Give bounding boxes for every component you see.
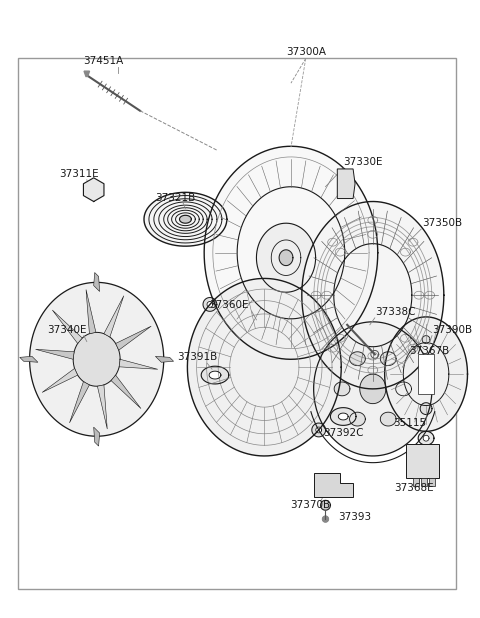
Polygon shape [204, 146, 378, 359]
Text: 37321B: 37321B [156, 193, 196, 203]
Polygon shape [20, 357, 38, 362]
Polygon shape [203, 297, 217, 311]
Polygon shape [279, 250, 293, 266]
Text: 37367B: 37367B [409, 347, 450, 357]
Polygon shape [256, 223, 316, 292]
Polygon shape [316, 427, 322, 433]
Polygon shape [209, 371, 221, 379]
Text: 37338C: 37338C [375, 307, 415, 317]
Polygon shape [380, 412, 396, 426]
Polygon shape [384, 317, 468, 431]
Polygon shape [313, 322, 432, 456]
Polygon shape [52, 310, 82, 344]
Polygon shape [73, 332, 120, 386]
Polygon shape [30, 282, 164, 436]
Polygon shape [340, 174, 350, 184]
Text: 37300A: 37300A [286, 46, 326, 57]
Polygon shape [86, 290, 96, 334]
Bar [18, 59, 456, 589]
Polygon shape [407, 444, 439, 478]
Text: 37340E: 37340E [48, 324, 87, 335]
Polygon shape [334, 382, 350, 396]
Polygon shape [156, 357, 174, 362]
Polygon shape [323, 516, 328, 522]
Polygon shape [422, 336, 430, 344]
Polygon shape [180, 215, 192, 223]
Polygon shape [330, 408, 356, 425]
Polygon shape [349, 412, 365, 426]
Text: 37393: 37393 [338, 512, 372, 522]
Text: 37350B: 37350B [422, 218, 462, 228]
Polygon shape [337, 169, 355, 198]
Polygon shape [144, 192, 227, 246]
Text: 37360E: 37360E [209, 300, 249, 310]
Text: 37330E: 37330E [343, 157, 383, 167]
Polygon shape [396, 382, 411, 396]
Polygon shape [420, 403, 432, 415]
Text: 37368E: 37368E [395, 483, 434, 493]
Text: 37391B: 37391B [177, 352, 217, 362]
Polygon shape [349, 352, 365, 366]
Polygon shape [321, 501, 330, 510]
Polygon shape [119, 359, 158, 370]
Polygon shape [97, 385, 107, 429]
Polygon shape [380, 352, 396, 366]
Polygon shape [201, 366, 229, 384]
Polygon shape [371, 350, 379, 358]
Polygon shape [84, 178, 104, 201]
Polygon shape [338, 413, 348, 420]
Polygon shape [413, 478, 419, 486]
Text: 37392C: 37392C [323, 428, 363, 438]
Polygon shape [84, 71, 90, 77]
Text: 37451A: 37451A [84, 56, 124, 67]
Polygon shape [360, 374, 386, 404]
Polygon shape [423, 435, 429, 441]
Text: 35115: 35115 [393, 418, 426, 428]
Polygon shape [111, 375, 141, 408]
Polygon shape [207, 302, 213, 307]
Polygon shape [104, 296, 124, 337]
Polygon shape [70, 381, 89, 423]
Polygon shape [302, 201, 444, 389]
Text: 37390B: 37390B [432, 324, 472, 335]
Polygon shape [313, 473, 353, 497]
Polygon shape [94, 427, 100, 446]
Polygon shape [42, 368, 78, 392]
Polygon shape [418, 431, 434, 445]
Polygon shape [116, 326, 151, 350]
Polygon shape [421, 478, 427, 486]
Polygon shape [94, 273, 100, 292]
Polygon shape [312, 423, 325, 437]
Polygon shape [418, 354, 434, 394]
Polygon shape [429, 478, 435, 486]
Polygon shape [36, 349, 74, 359]
Text: 37370B: 37370B [290, 500, 331, 510]
Polygon shape [187, 279, 341, 456]
Text: 37311E: 37311E [59, 169, 99, 179]
